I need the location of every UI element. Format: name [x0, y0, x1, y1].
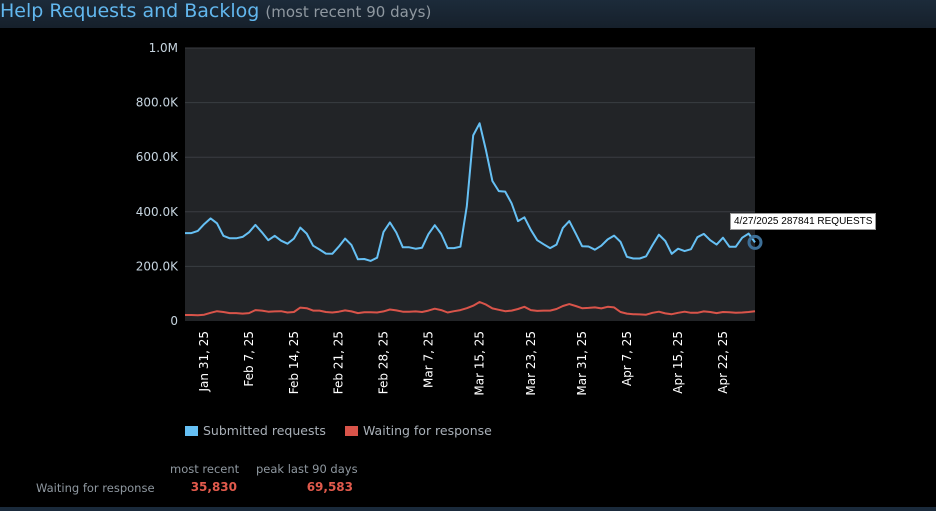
page-title: Help Requests and Backlog (most recent 9…	[0, 0, 431, 22]
series-line-submitted	[185, 122, 756, 262]
legend-label-waiting: Waiting for response	[363, 423, 492, 438]
x-tick-label: Apr 7, 25	[620, 331, 634, 386]
y-tick-label: 200.0K	[136, 259, 179, 273]
hover-marker	[747, 234, 763, 250]
x-tick-label: Feb 7, 25	[242, 331, 256, 387]
stats-row-label: Waiting for response	[36, 481, 155, 495]
x-tick-label: Feb 14, 25	[287, 331, 301, 394]
legend-swatch-waiting	[345, 426, 358, 436]
y-tick-label: 1.0M	[149, 41, 178, 55]
hover-tooltip: 4/27/2025 287841 REQUESTS	[730, 213, 877, 230]
stats-col-recent: most recent	[170, 462, 240, 476]
y-tick-label: 0	[170, 314, 178, 328]
y-tick-label: 800.0K	[136, 96, 179, 110]
x-tick-label: Mar 31, 25	[575, 331, 589, 396]
legend-item-submitted[interactable]: Submitted requests	[185, 423, 326, 439]
plot-area	[185, 48, 755, 321]
x-tick-label: Jan 31, 25	[197, 331, 211, 392]
stats-recent-value: 35,830	[190, 480, 237, 494]
legend-label-submitted: Submitted requests	[203, 423, 326, 438]
header-bar: Help Requests and Backlog (most recent 9…	[0, 0, 936, 28]
stats-col-peak: peak last 90 days	[256, 462, 358, 476]
title-text: Help Requests and Backlog	[0, 0, 260, 22]
x-tick-label: Apr 22, 25	[716, 331, 730, 394]
stats-peak-value: 69,583	[306, 480, 353, 494]
x-tick-label: Mar 23, 25	[524, 331, 538, 396]
bottom-bar	[0, 507, 936, 511]
legend-item-waiting[interactable]: Waiting for response	[345, 423, 492, 439]
y-tick-label: 400.0K	[136, 205, 179, 219]
x-tick-label: Mar 7, 25	[421, 331, 435, 388]
x-tick-label: Mar 15, 25	[473, 331, 487, 396]
x-tick-label: Feb 28, 25	[377, 331, 391, 394]
y-tick-label: 600.0K	[136, 150, 179, 164]
title-subtitle: (most recent 90 days)	[265, 3, 432, 21]
legend-swatch-submitted	[185, 426, 198, 436]
x-tick-label: Feb 21, 25	[332, 331, 346, 394]
requests-chart: 1.0M 800.0K 600.0K 400.0K 200.0K 0 Jan 31, 25 F…	[136, 41, 763, 396]
x-tick-label: Apr 15, 25	[671, 331, 685, 394]
series-line-waiting	[185, 301, 756, 317]
